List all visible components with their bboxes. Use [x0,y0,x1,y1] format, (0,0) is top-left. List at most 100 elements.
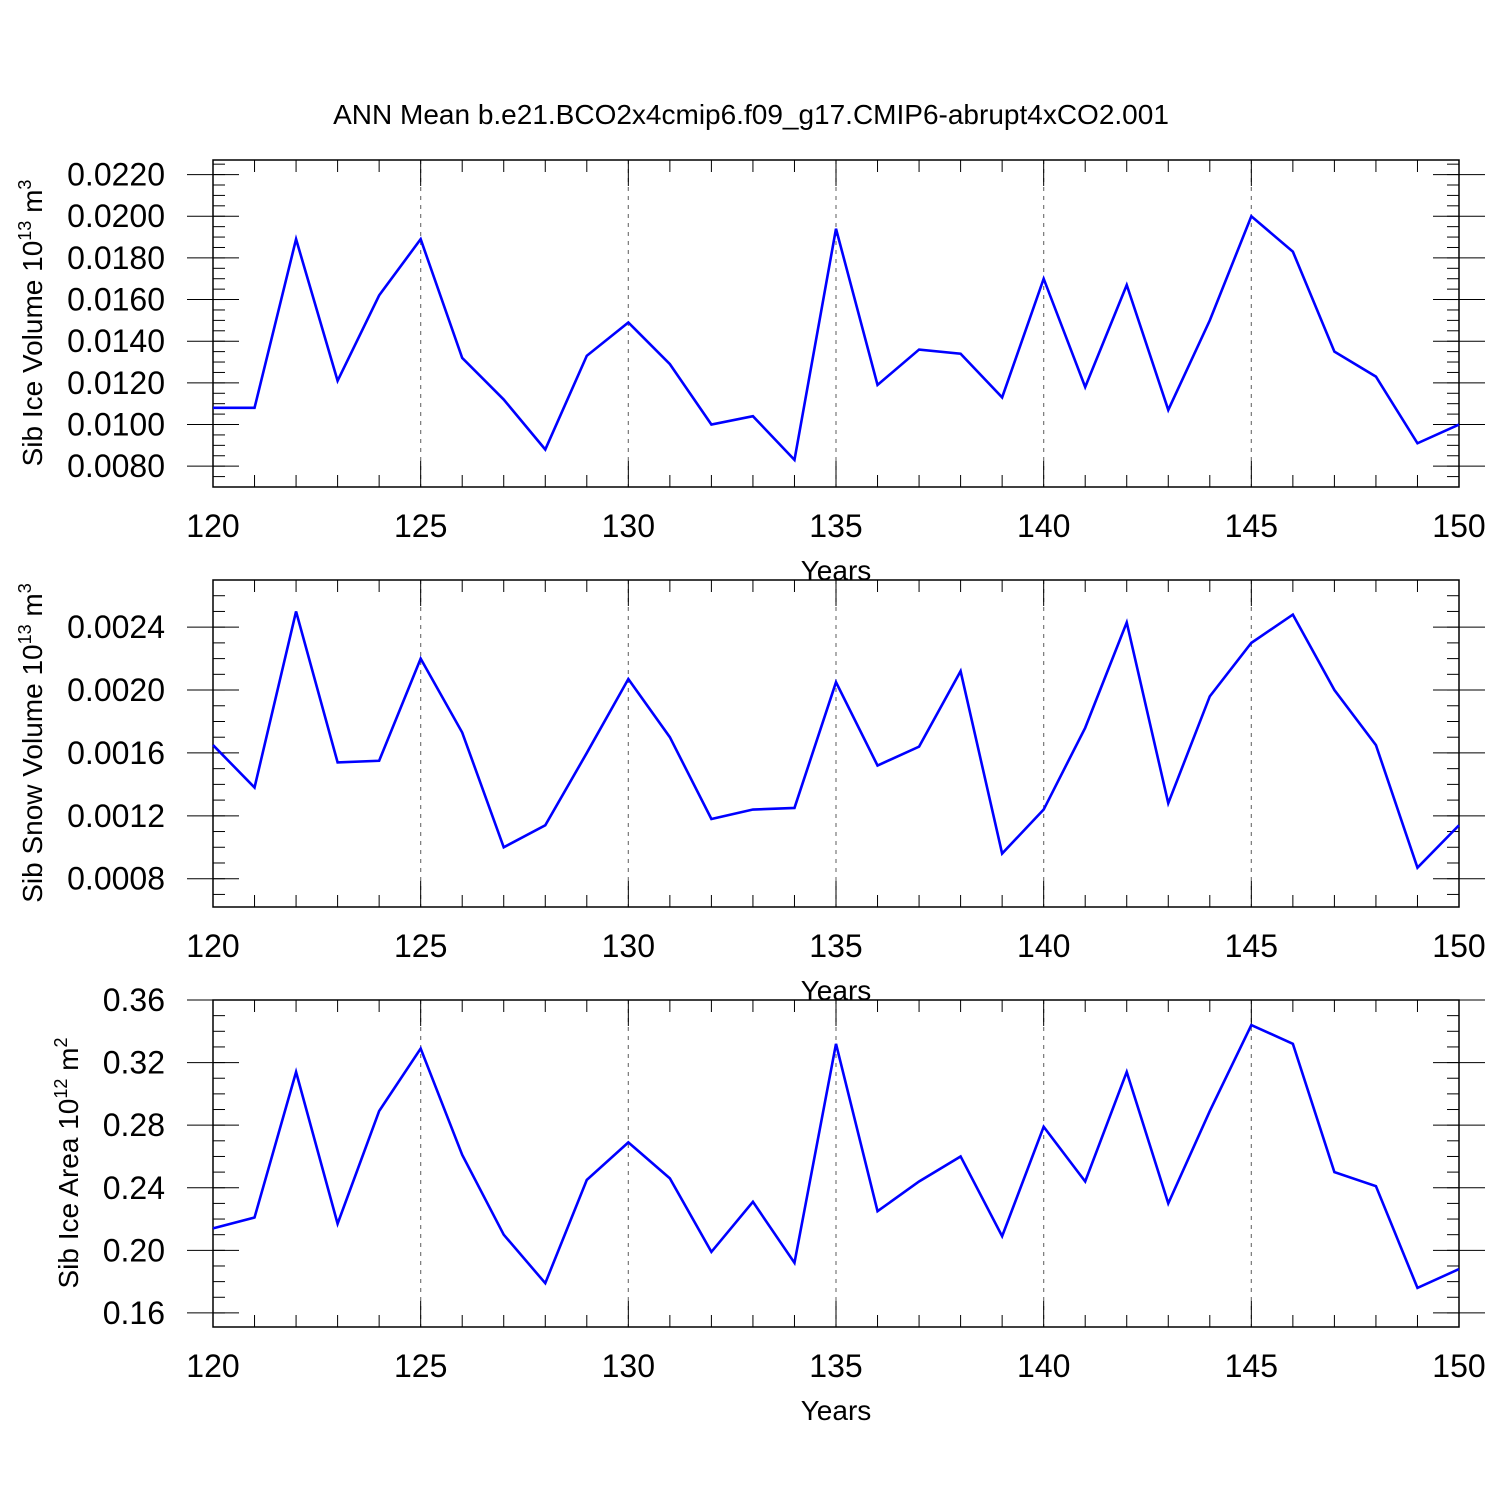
y-tick-label: 0.0080 [67,448,165,484]
data-point [294,609,299,614]
x-tick-label: 120 [186,1348,239,1384]
data-point [1249,640,1254,645]
series-line [212,611,1460,871]
y-tick-label: 0.0160 [67,282,165,318]
data-point [584,353,589,358]
x-tick-label: 140 [1017,508,1070,544]
data-point [958,669,963,674]
data-point [211,405,216,410]
data-point [1207,694,1212,699]
data-point [626,677,631,682]
data-point [211,743,216,748]
x-axis-label: Years [801,1395,872,1426]
data-point [709,1249,714,1254]
x-tick-label: 140 [1017,1348,1070,1384]
data-point [1415,865,1420,870]
data-point [418,1046,423,1051]
data-point [377,758,382,763]
data-point [377,1109,382,1114]
data-point [1124,1069,1129,1074]
data-point [875,763,880,768]
data-point [750,1199,755,1204]
y-tick-label: 0.0100 [67,407,165,443]
data-point [460,1152,465,1157]
data-point [709,422,714,427]
y-tick-label: 0.28 [103,1107,165,1143]
data-point [252,405,257,410]
x-tick-label: 140 [1017,928,1070,964]
y-tick-label: 0.0120 [67,365,165,401]
data-point [584,1177,589,1182]
data-point [1332,688,1337,693]
data-point [834,226,839,231]
x-tick-label: 135 [809,928,862,964]
data-point [834,680,839,685]
y-tick-label: 0.16 [103,1295,165,1331]
data-point [335,1221,340,1226]
y-tick-label: 0.24 [103,1170,165,1206]
x-tick-label: 130 [602,928,655,964]
figure-title: ANN Mean b.e21.BCO2x4cmip6.f09_g17.CMIP6… [333,99,1169,130]
series-line [213,214,1460,463]
data-point [1373,374,1378,379]
data-point [1457,1267,1462,1272]
data-point [1166,1201,1171,1206]
data-point [1207,318,1212,323]
data-point [1249,214,1254,219]
y-tick-label: 0.0016 [67,735,165,771]
data-point [792,805,797,810]
data-point [1166,407,1171,412]
y-tick-label: 0.0008 [67,861,165,897]
data-point [377,293,382,298]
data-point [460,730,465,735]
x-tick-label: 120 [186,928,239,964]
x-tick-label: 150 [1432,1348,1485,1384]
data-point [211,1226,216,1231]
y-tick-label: 0.0180 [67,240,165,276]
data-point [1332,1170,1337,1175]
data-point [294,237,299,242]
data-point [1000,395,1005,400]
data-point [792,1260,797,1265]
data-point [917,347,922,352]
data-point [252,785,257,790]
chart-panel-1: 120 125 130 135 140 145 150 0.0080 0.0100 0.0120 0… [15,157,1486,586]
data-point [1124,620,1129,625]
data-point [501,397,506,402]
x-tick-label: 130 [602,1348,655,1384]
data-point [958,1154,963,1159]
data-point [1083,725,1088,730]
x-tick-label: 125 [394,928,447,964]
data-point [1290,1041,1295,1046]
chart-panel-2: 120 125 130 135 140 145 150 0.0008 0.0012 0.0016 0… [15,579,1486,1006]
x-tick-label: 150 [1432,508,1485,544]
data-point [335,378,340,383]
x-tick-label: 145 [1225,508,1278,544]
data-point [626,320,631,325]
data-point [958,351,963,356]
data-point [917,1179,922,1184]
data-point [460,355,465,360]
data-point [1332,349,1337,354]
chart-panel-3: 120 125 130 135 140 145 150 0.16 0.20 0.24 0.28 0.3… [51,982,1486,1426]
y-tick-label: 0.0020 [67,672,165,708]
x-tick-label: 125 [394,1348,447,1384]
data-point [1041,1124,1046,1129]
data-point [501,1232,506,1237]
y-tick-label: 0.0012 [67,798,165,834]
data-point [709,816,714,821]
data-point [1041,807,1046,812]
series-line [212,1023,1460,1290]
y-tick-label: 0.0200 [67,198,165,234]
y-axis-label: Sib Ice Area 1012 m2 [51,1037,84,1288]
x-tick-label: 145 [1225,928,1278,964]
data-point [335,760,340,765]
data-point [294,1069,299,1074]
x-tick-label: 120 [186,508,239,544]
data-point [1166,801,1171,806]
data-point [875,382,880,387]
data-point [1041,276,1046,281]
y-tick-label: 0.0140 [67,323,165,359]
data-point [418,656,423,661]
